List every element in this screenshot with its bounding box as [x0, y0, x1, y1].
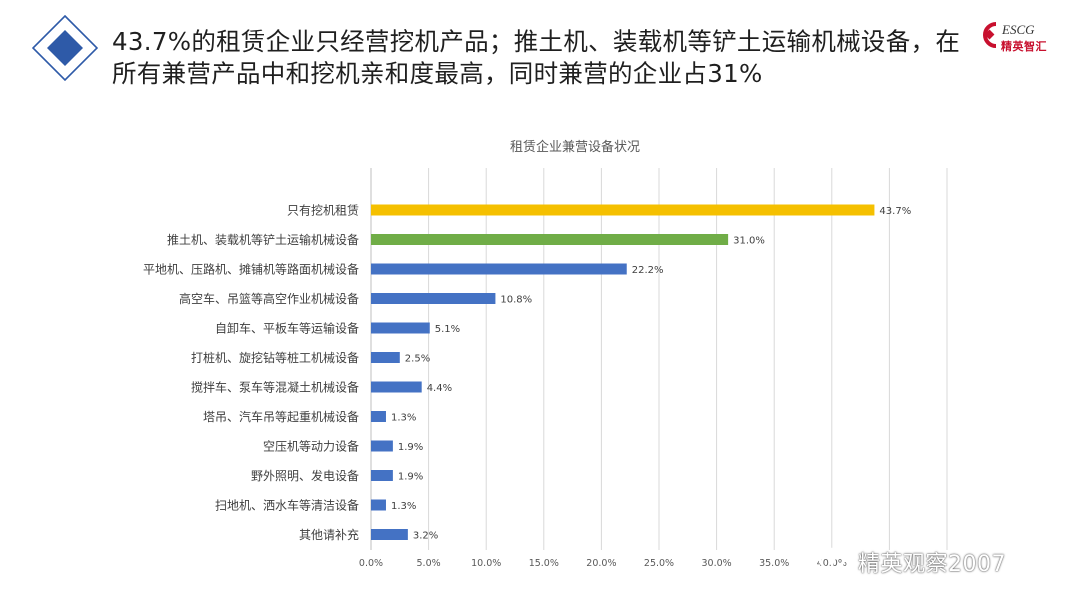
x-tick-label: 15.0%: [529, 558, 559, 569]
bar: [371, 440, 393, 452]
watermark: 精英观察2007: [818, 540, 1058, 584]
x-tick-label: 0.0%: [359, 558, 383, 569]
x-tick-label: 20.0%: [586, 558, 616, 569]
logo-text-cn: 精英智汇: [1001, 40, 1047, 53]
slide-title: 43.7%的租赁企业只经营挖机产品；推土机、装载机等铲土运输机械设备，在所有兼营…: [112, 27, 961, 88]
data-label: 43.7%: [879, 206, 911, 217]
category-label: 打桩机、旋挖钻等桩工机械设备: [191, 350, 359, 365]
escg-logo: ESCG 精英智汇: [978, 20, 1058, 64]
category-label: 自卸车、平板车等运输设备: [215, 321, 359, 336]
category-label: 高空车、吊篮等高空作业机械设备: [179, 291, 359, 306]
bar: [371, 322, 430, 334]
data-label: 22.2%: [632, 265, 664, 276]
watermark-text: 精英观察2007: [858, 552, 1006, 577]
bar: [371, 234, 729, 245]
bar: [371, 411, 386, 422]
data-label: 10.8%: [500, 295, 532, 306]
category-label: 只有挖机租赁: [287, 203, 359, 218]
category-label: 空压机等动力设备: [263, 440, 359, 454]
bar: [371, 204, 875, 216]
x-tick-label: 25.0%: [644, 558, 674, 569]
category-label: 塔吊、汽车吊等起重机械设备: [203, 409, 359, 424]
data-label: 31.0%: [733, 236, 765, 247]
category-label: 扫地机、洒水车等清洁设备: [215, 498, 359, 513]
data-label: 1.9%: [398, 442, 423, 453]
logo-text-escg: ESCG: [1002, 22, 1035, 37]
bar: [371, 352, 400, 363]
bar: [371, 381, 422, 393]
x-tick-label: 35.0%: [759, 558, 789, 569]
category-label: 其他请补充: [299, 527, 359, 542]
data-label: 5.1%: [435, 324, 460, 335]
data-label: 1.3%: [391, 413, 416, 424]
data-label: 2.5%: [405, 354, 430, 365]
chart-title: 租赁企业兼营设备状况: [509, 140, 640, 155]
x-tick-label: 10.0%: [471, 558, 501, 569]
bar: [371, 499, 386, 511]
chart-area: [108, 120, 1040, 608]
data-label: 3.2%: [413, 531, 438, 542]
category-label: 平地机、压路机、摊铺机等路面机械设备: [143, 262, 359, 277]
x-tick-label: 30.0%: [702, 558, 732, 569]
category-label: 搅拌车、泵车等混凝土机械设备: [191, 380, 359, 395]
x-tick-label: 5.0%: [417, 558, 441, 569]
bar: [371, 293, 496, 304]
data-label: 4.4%: [427, 383, 452, 394]
diamond-icon: [32, 15, 98, 81]
chat-bubble-icon: [818, 547, 854, 574]
bar: [371, 470, 393, 481]
data-label: 1.9%: [398, 472, 423, 483]
logo-mark-icon: [983, 22, 997, 48]
data-label: 1.3%: [391, 501, 416, 512]
bar: [371, 529, 408, 540]
category-label: 野外照明、发电设备: [251, 468, 359, 483]
category-label: 推土机、装载机等铲土运输机械设备: [167, 232, 359, 247]
bar: [371, 263, 627, 275]
